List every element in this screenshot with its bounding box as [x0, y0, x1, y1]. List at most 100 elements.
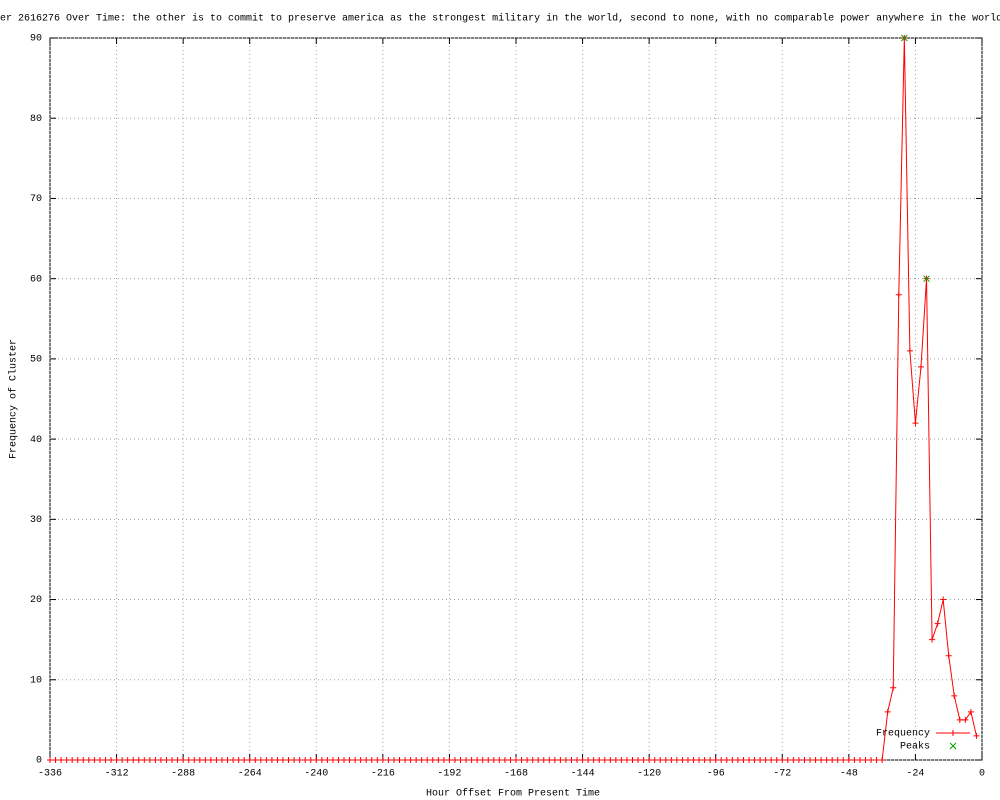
data-point: [557, 757, 564, 763]
data-point: [280, 757, 286, 763]
data-point: [235, 757, 242, 763]
data-point: [851, 757, 858, 763]
data-point: [130, 757, 137, 763]
data-point: [540, 757, 547, 763]
data-point: [740, 757, 747, 763]
data-point: [779, 757, 786, 763]
x-tick-label: -120: [637, 769, 661, 780]
y-tick-label: 50: [30, 355, 42, 366]
data-point: [390, 757, 397, 763]
data-point: [829, 757, 836, 763]
data-point: [812, 757, 819, 763]
chart-title: er 2616276 Over Time: the other is to co…: [0, 13, 1000, 25]
data-point: [568, 757, 575, 763]
data-point: [529, 757, 536, 763]
x-tick-label: -24: [906, 769, 924, 780]
data-point: [446, 757, 453, 763]
data-point: [52, 757, 59, 763]
data-point: [152, 757, 159, 763]
data-point: [718, 757, 725, 763]
data-point: [113, 757, 120, 763]
data-point: [962, 716, 969, 723]
data-point: [906, 347, 913, 354]
y-tick-label: 20: [30, 595, 42, 606]
data-point: [435, 757, 442, 763]
data-point: [607, 757, 614, 763]
series-line: [50, 37, 977, 761]
data-point: [74, 757, 81, 763]
data-point: [424, 757, 431, 763]
data-point: [895, 291, 902, 298]
data-point: [218, 757, 225, 763]
data-point: [58, 757, 65, 763]
data-point: [707, 757, 714, 763]
data-point: [690, 757, 697, 763]
data-point: [574, 757, 581, 763]
data-point: [790, 757, 797, 763]
data-point: [274, 757, 281, 763]
data-point: [463, 757, 470, 763]
y-tick-label: 90: [30, 34, 42, 45]
data-point: [501, 757, 508, 763]
data-point: [329, 757, 336, 763]
data-point: [623, 757, 630, 763]
data-point: [585, 757, 592, 763]
data-point: [263, 757, 270, 763]
legend-label: Frequency: [876, 729, 930, 740]
data-point: [496, 757, 503, 763]
data-point: [451, 757, 458, 763]
data-point: [934, 620, 941, 627]
data-point: [868, 757, 875, 763]
data-point: [734, 757, 741, 763]
data-point: [91, 757, 98, 763]
data-point: [618, 757, 625, 763]
data-point: [108, 757, 115, 763]
data-point: [385, 757, 392, 763]
data-point: [396, 757, 403, 763]
data-point: [80, 757, 87, 763]
x-tick-label: -144: [571, 769, 595, 780]
data-point: [923, 275, 930, 283]
data-point: [346, 757, 353, 763]
data-point: [956, 716, 963, 723]
data-point: [207, 757, 214, 763]
x-tick-label: -168: [504, 769, 528, 780]
data-point: [307, 757, 314, 763]
data-point: [679, 757, 686, 763]
data-point: [429, 757, 436, 763]
data-point: [146, 757, 153, 763]
data-point: [241, 757, 248, 763]
data-point: [119, 757, 126, 763]
data-point: [945, 652, 952, 659]
data-point: [668, 757, 675, 763]
x-tick-label: -336: [38, 769, 62, 780]
data-point: [535, 757, 542, 763]
data-point: [746, 757, 752, 763]
data-point: [890, 684, 897, 691]
data-point: [479, 757, 486, 763]
x-tick-label: -72: [773, 769, 791, 780]
data-point: [213, 757, 220, 763]
data-point: [313, 757, 320, 763]
data-point: [507, 757, 514, 763]
data-point: [596, 757, 603, 763]
data-point: [163, 757, 170, 763]
data-point: [352, 757, 359, 763]
data-point: [324, 757, 331, 763]
y-axis-label: Frequency of Cluster: [8, 339, 20, 459]
data-point: [69, 757, 76, 763]
data-point: [657, 757, 664, 763]
x-tick-label: -264: [238, 769, 262, 780]
data-point: [751, 757, 758, 763]
legend-marker: [949, 742, 957, 750]
data-point: [951, 692, 958, 699]
data-point: [318, 757, 325, 763]
x-axis-label: Hour Offset From Present Time: [426, 788, 600, 800]
x-tick-label: -216: [371, 769, 395, 780]
data-point: [795, 757, 802, 763]
data-point: [762, 757, 769, 763]
y-tick-label: 80: [30, 114, 42, 125]
data-point: [224, 757, 231, 763]
x-tick-label: -96: [707, 769, 725, 780]
